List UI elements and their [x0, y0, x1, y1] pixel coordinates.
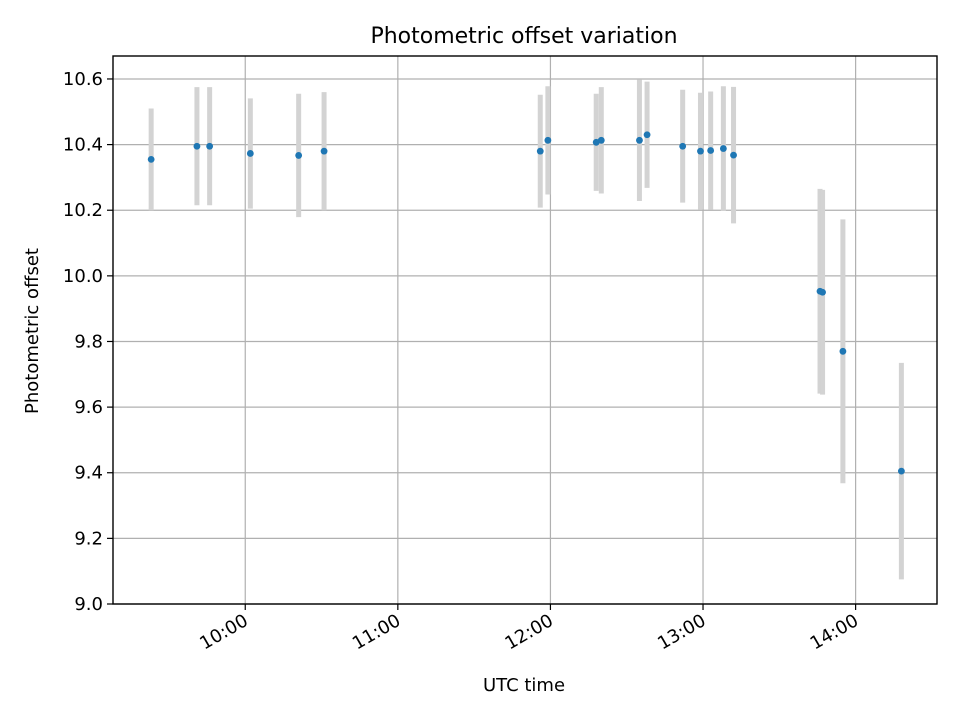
data-point — [193, 142, 201, 150]
x-tick-label: 13:00 — [654, 610, 709, 654]
chart-title: Photometric offset variation — [370, 24, 677, 49]
x-tick-label: 12:00 — [502, 610, 557, 654]
data-point — [320, 147, 328, 155]
x-axis-label: UTC time — [483, 675, 565, 696]
data-point — [643, 131, 651, 139]
y-tick-label: 9.4 — [74, 463, 103, 484]
data-point — [147, 155, 155, 163]
data-point — [697, 147, 704, 155]
y-tick-label: 9.0 — [74, 594, 103, 615]
data-point — [719, 145, 727, 152]
data-point — [206, 142, 214, 150]
y-axis-label: Photometric offset — [22, 248, 43, 414]
x-tick-label: 11:00 — [349, 610, 404, 654]
data-point — [295, 152, 303, 159]
y-tick-label: 10.2 — [63, 200, 103, 221]
y-axis-ticks: 9.0 9.2 9.4 9.6 9.8 10.0 10.2 10.4 10.6 — [63, 69, 113, 615]
data-point — [897, 467, 905, 475]
data-point — [707, 147, 715, 154]
data-point — [679, 142, 687, 150]
data-point — [636, 136, 643, 144]
y-tick-label: 9.8 — [74, 331, 103, 352]
x-tick-label: 10:00 — [196, 610, 251, 654]
y-tick-label: 10.0 — [63, 266, 103, 287]
data-point — [246, 150, 254, 157]
y-tick-label: 10.4 — [63, 135, 103, 156]
error-bars — [148, 79, 904, 580]
data-point — [597, 136, 605, 144]
data-point — [544, 136, 552, 144]
data-point — [839, 347, 847, 355]
y-tick-label: 9.6 — [74, 397, 103, 418]
data-point — [536, 147, 544, 155]
plot-frame — [112, 55, 938, 605]
grid — [113, 56, 937, 605]
x-tick-label: 14:00 — [807, 610, 862, 654]
y-tick-label: 9.2 — [74, 528, 103, 549]
data-point — [819, 288, 826, 296]
data-point — [730, 151, 737, 159]
y-tick-label: 10.6 — [63, 69, 103, 90]
x-axis-ticks: 10:00 11:00 12:00 13:00 14:00 — [196, 604, 862, 654]
data-points — [147, 131, 905, 475]
